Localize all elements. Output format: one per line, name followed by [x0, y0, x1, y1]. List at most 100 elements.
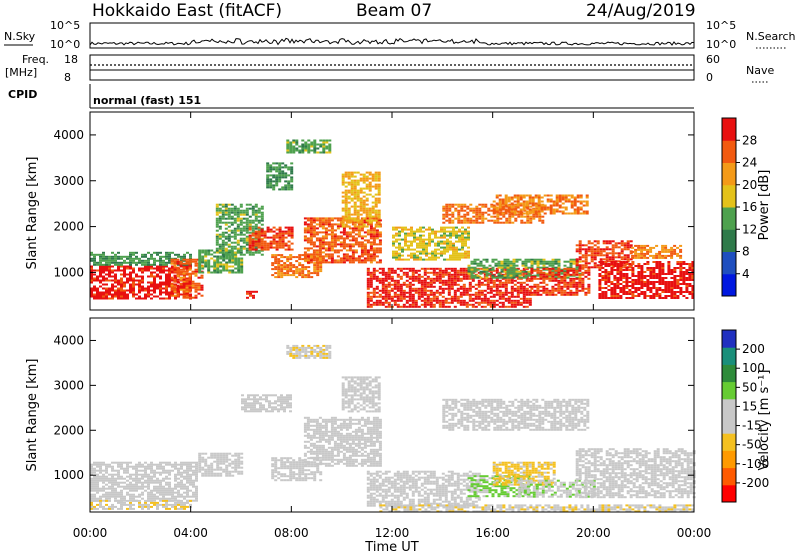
- power-cell: [216, 260, 219, 262]
- power-cell: [204, 256, 207, 258]
- power-cell: [237, 210, 240, 212]
- power-cell: [461, 227, 464, 229]
- power-cell: [313, 262, 316, 264]
- power-cell: [275, 176, 278, 178]
- power-cell: [382, 272, 385, 274]
- power-cell: [352, 259, 355, 261]
- power-cell: [458, 239, 461, 241]
- power-cell: [507, 267, 510, 269]
- power-cell: [108, 276, 111, 278]
- power-cell: [231, 212, 234, 214]
- power-cell: [428, 227, 431, 229]
- power-cell: [234, 210, 237, 212]
- power-cell: [198, 262, 201, 264]
- power-cell: [514, 197, 517, 199]
- power-cell: [171, 261, 174, 263]
- power-cell: [186, 281, 189, 283]
- power-cell: [144, 256, 147, 258]
- power-cell: [354, 198, 357, 200]
- power-cell: [448, 204, 451, 206]
- power-cell: [180, 283, 183, 285]
- power-cell: [419, 259, 422, 261]
- power-cell: [449, 243, 452, 245]
- power-cell: [322, 146, 325, 148]
- power-cell: [547, 207, 550, 209]
- power-cell: [553, 201, 556, 203]
- power-cell: [290, 166, 293, 168]
- power-cell: [640, 291, 643, 293]
- power-cell: [499, 213, 502, 215]
- power-cell: [522, 261, 525, 263]
- power-cell: [624, 244, 627, 246]
- power-cell: [523, 205, 526, 207]
- power-cell: [673, 245, 676, 247]
- power-cell: [520, 199, 523, 201]
- power-cell: [670, 291, 673, 293]
- power-cell: [541, 205, 544, 207]
- power-cell: [123, 286, 126, 288]
- power-cell: [550, 213, 553, 215]
- power-cell: [496, 207, 499, 209]
- power-cell: [291, 227, 294, 229]
- power-cell: [334, 237, 337, 239]
- power-cell: [284, 172, 287, 174]
- power-cell: [529, 304, 532, 306]
- power-cell: [93, 288, 96, 290]
- power-cell: [616, 293, 619, 295]
- power-cell: [416, 259, 419, 261]
- power-cell: [340, 257, 343, 259]
- power-cell: [222, 232, 225, 234]
- power-cell: [117, 256, 120, 258]
- power-cell: [505, 205, 508, 207]
- power-cell: [428, 245, 431, 247]
- power-cell: [573, 263, 576, 265]
- power-cell: [392, 257, 395, 259]
- power-cell: [424, 306, 427, 308]
- power-cell: [345, 214, 348, 216]
- power-cell: [606, 256, 609, 258]
- power-cell: [637, 245, 640, 247]
- power-cell: [343, 261, 346, 263]
- power-cell: [643, 255, 646, 257]
- power-cell: [424, 274, 427, 276]
- power-cell: [517, 288, 520, 290]
- power-cell: [640, 285, 643, 287]
- power-cell: [270, 247, 273, 249]
- power-cell: [667, 249, 670, 251]
- power-cell: [604, 287, 607, 289]
- power-cell: [612, 244, 615, 246]
- power-cell: [427, 302, 430, 304]
- power-cell: [249, 291, 252, 293]
- power-cell: [174, 261, 177, 263]
- power-cell: [96, 292, 99, 294]
- power-cell: [355, 259, 358, 261]
- power-cell: [189, 297, 192, 299]
- y-tick-label: 3000: [53, 174, 84, 188]
- power-cell: [575, 286, 578, 288]
- power-cell: [283, 264, 286, 266]
- power-cell: [652, 275, 655, 277]
- power-cell: [240, 270, 243, 272]
- power-cell: [120, 274, 123, 276]
- power-cell: [382, 296, 385, 298]
- power-cell: [174, 269, 177, 271]
- power-cell: [454, 282, 457, 284]
- power-cell: [370, 229, 373, 231]
- power-cell: [460, 280, 463, 282]
- power-cell: [430, 278, 433, 280]
- power-cell: [289, 270, 292, 272]
- power-cell: [366, 178, 369, 180]
- power-cell: [319, 144, 322, 146]
- power-cell: [460, 210, 463, 212]
- power-cell: [357, 212, 360, 214]
- power-cell: [613, 291, 616, 293]
- power-cell: [478, 302, 481, 304]
- power-cell: [591, 252, 594, 254]
- power-cell: [216, 240, 219, 242]
- power-cell: [249, 293, 252, 295]
- power-cell: [445, 298, 448, 300]
- power-cell: [676, 261, 679, 263]
- power-cell: [604, 297, 607, 299]
- power-cell: [319, 270, 322, 272]
- power-cell: [542, 278, 545, 280]
